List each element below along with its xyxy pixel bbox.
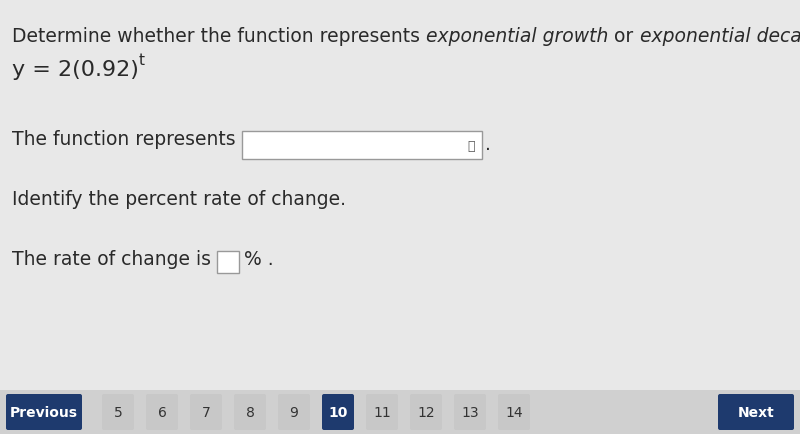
Text: The rate of change is: The rate of change is bbox=[12, 250, 211, 268]
Text: The function represents: The function represents bbox=[0, 433, 1, 434]
Text: 10: 10 bbox=[328, 405, 348, 419]
FancyBboxPatch shape bbox=[234, 394, 266, 430]
Text: 5: 5 bbox=[114, 405, 122, 419]
Bar bbox=[242, 132, 482, 160]
Text: 7: 7 bbox=[202, 405, 210, 419]
FancyBboxPatch shape bbox=[410, 394, 442, 430]
Text: ⌵: ⌵ bbox=[468, 139, 475, 152]
Text: % .: % . bbox=[244, 250, 274, 268]
Text: y = 2(0.92): y = 2(0.92) bbox=[12, 60, 139, 80]
Text: or: or bbox=[608, 27, 640, 46]
Text: 9: 9 bbox=[290, 405, 298, 419]
FancyBboxPatch shape bbox=[6, 394, 82, 430]
Bar bbox=[0, 390, 800, 434]
Text: 8: 8 bbox=[246, 405, 254, 419]
FancyBboxPatch shape bbox=[366, 394, 398, 430]
FancyBboxPatch shape bbox=[718, 394, 794, 430]
Text: The rate of change is: The rate of change is bbox=[0, 433, 1, 434]
Text: 12: 12 bbox=[417, 405, 435, 419]
FancyBboxPatch shape bbox=[102, 394, 134, 430]
Text: Identify the percent rate of change.: Identify the percent rate of change. bbox=[12, 190, 346, 208]
FancyBboxPatch shape bbox=[454, 394, 486, 430]
FancyBboxPatch shape bbox=[190, 394, 222, 430]
Text: t: t bbox=[139, 53, 145, 68]
Text: The function represents: The function represents bbox=[12, 130, 236, 149]
Text: exponential decay: exponential decay bbox=[640, 27, 800, 46]
FancyBboxPatch shape bbox=[322, 394, 354, 430]
Text: .: . bbox=[485, 135, 490, 154]
Text: Determine whether the function represents: Determine whether the function represent… bbox=[12, 27, 426, 46]
Bar bbox=[0, 0, 800, 390]
Text: Next: Next bbox=[738, 405, 774, 419]
Text: 13: 13 bbox=[461, 405, 479, 419]
Text: exponential growth: exponential growth bbox=[426, 27, 608, 46]
Text: 11: 11 bbox=[373, 405, 391, 419]
FancyBboxPatch shape bbox=[146, 394, 178, 430]
Text: 14: 14 bbox=[505, 405, 523, 419]
FancyBboxPatch shape bbox=[278, 394, 310, 430]
Text: 6: 6 bbox=[158, 405, 166, 419]
Bar bbox=[217, 251, 239, 273]
Text: Previous: Previous bbox=[10, 405, 78, 419]
FancyBboxPatch shape bbox=[498, 394, 530, 430]
